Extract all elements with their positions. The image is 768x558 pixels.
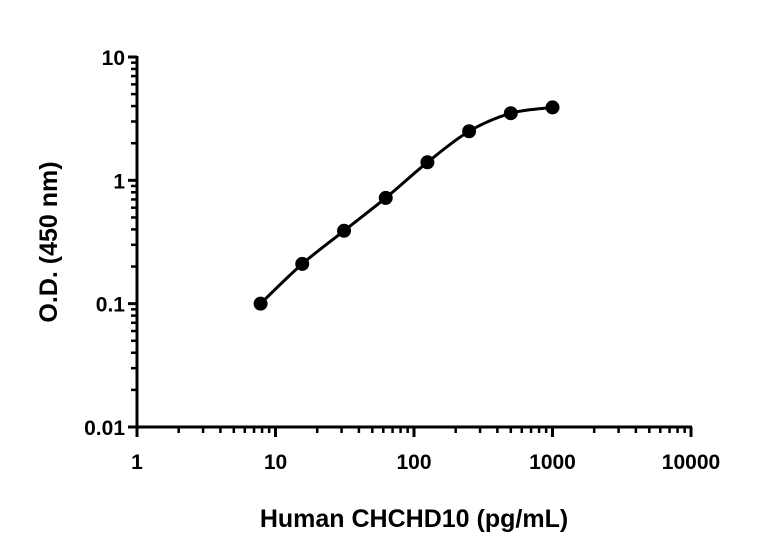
- data-point: [253, 296, 268, 311]
- data-point: [462, 124, 477, 139]
- x-tick-label: 1000: [529, 451, 576, 474]
- axes: 0.01 0.1 1 10 1 10 100 1000 10000: [84, 47, 720, 474]
- x-tick-label: 1: [131, 451, 143, 474]
- x-tick-label: 100: [396, 451, 431, 474]
- y-tick-label: 0.01: [84, 417, 125, 440]
- data-point: [503, 106, 518, 121]
- x-tick-label: 10000: [662, 451, 720, 474]
- plot-area: [253, 100, 560, 311]
- y-tick-label: 0.1: [96, 294, 126, 317]
- y-axis-title: O.D. (450 nm): [35, 161, 63, 322]
- fit-curve: [259, 105, 553, 305]
- data-point: [545, 100, 560, 115]
- data-point: [378, 190, 393, 205]
- data-point: [295, 256, 310, 271]
- x-axis-title: Human CHCHD10 (pg/mL): [260, 505, 568, 533]
- x-tick-label: 10: [264, 451, 287, 474]
- y-tick-label: 10: [102, 47, 125, 70]
- data-point: [337, 223, 352, 238]
- y-tick-label: 1: [113, 170, 125, 193]
- data-point: [420, 155, 435, 170]
